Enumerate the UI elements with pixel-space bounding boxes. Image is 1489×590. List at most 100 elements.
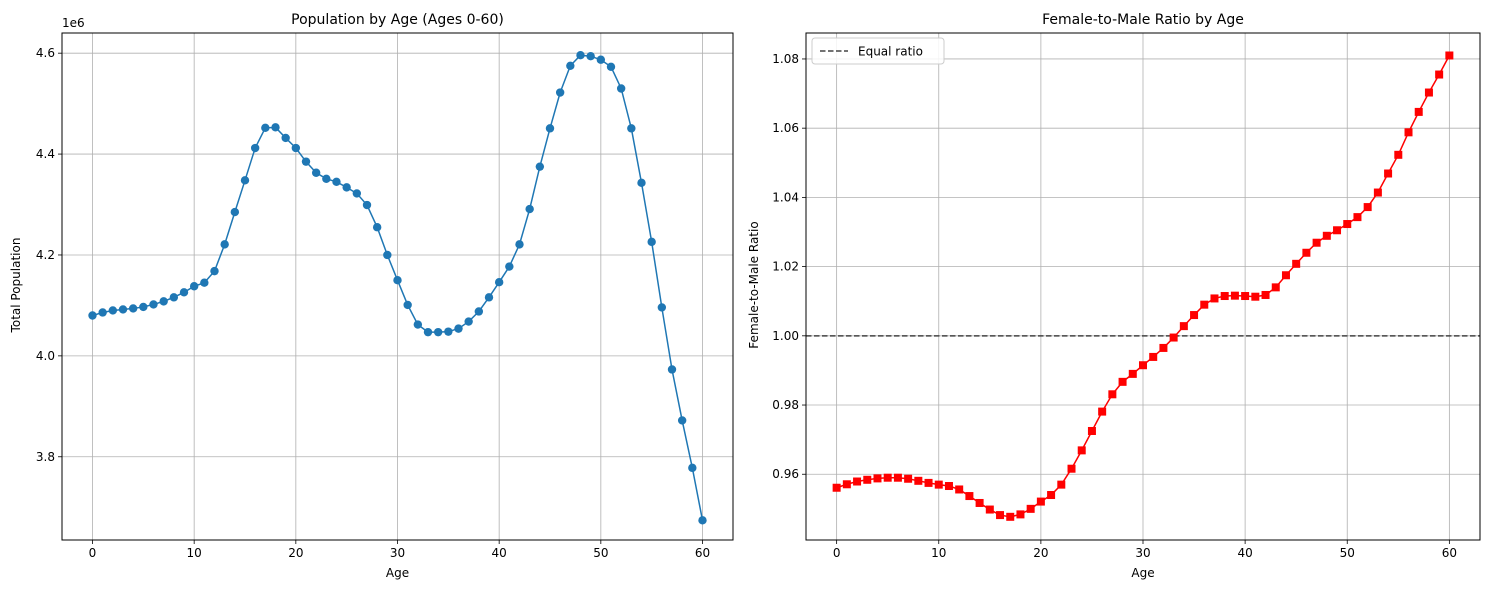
data-point [1333, 226, 1342, 235]
data-point [200, 278, 209, 287]
data-point [1322, 231, 1331, 240]
data-point [311, 168, 321, 177]
data-point [1251, 292, 1260, 301]
y-tick-label: 1.02 [772, 260, 799, 274]
data-point [657, 303, 667, 312]
data-point [576, 50, 585, 60]
data-point [271, 123, 280, 132]
legend: Equal ratio [811, 37, 945, 65]
data-point [1200, 300, 1209, 309]
data-point [352, 189, 362, 198]
data-point [128, 304, 138, 313]
data-point [1353, 213, 1362, 222]
data-point [1424, 88, 1433, 97]
data-point [1047, 491, 1056, 500]
data-point [832, 483, 841, 492]
data-point [118, 305, 128, 314]
y-tick-label: 1.08 [772, 52, 799, 66]
plot-frame [805, 32, 1481, 541]
data-point [362, 200, 372, 210]
y-tick-label: 0.98 [772, 398, 799, 412]
y-axis-label: Total Population [9, 238, 23, 334]
data-point [88, 311, 97, 320]
data-point [189, 282, 199, 291]
population-chart: Population by Age (Ages 0-60) 1e6 Age To… [9, 12, 734, 580]
data-point [545, 124, 555, 133]
data-point [1118, 377, 1127, 386]
data-point [433, 327, 443, 337]
data-point [1394, 150, 1403, 159]
data-point [1169, 333, 1178, 342]
data-point [505, 262, 514, 271]
data-point [403, 300, 412, 310]
y-tick-label: 0.96 [772, 467, 799, 481]
data-point [1139, 361, 1147, 370]
x-tick-label: 50 [1340, 546, 1355, 560]
y-offset-label: 1e6 [62, 16, 85, 30]
x-tick-label: 20 [1033, 546, 1048, 560]
data-point [616, 84, 626, 93]
tick-labels: 0 10 20 30 40 50 60 3.8 4.0 4.2 4.4 4.6 [36, 46, 710, 560]
data-point [149, 300, 158, 309]
data-point [555, 88, 565, 97]
chart-title: Female-to-Male Ratio by Age [1042, 12, 1244, 28]
data-point [1384, 169, 1393, 178]
y-tick-label: 4.6 [36, 46, 55, 60]
data-point [965, 492, 974, 501]
data-point [322, 174, 331, 183]
gridlines [62, 33, 733, 540]
data-point [1343, 220, 1352, 229]
chart-title: Population by Age (Ages 0-60) [291, 12, 504, 28]
data-point [1210, 294, 1219, 303]
data-point [169, 293, 179, 302]
series [832, 51, 1454, 521]
data-point [230, 207, 240, 217]
data-point [596, 55, 606, 64]
data-point [1414, 107, 1423, 116]
data-point [159, 297, 168, 306]
data-point [934, 480, 943, 489]
data-point [883, 473, 892, 482]
data-point [1077, 446, 1086, 455]
data-point [301, 157, 311, 166]
data-point [291, 143, 301, 153]
data-point [1312, 238, 1321, 247]
data-point [484, 293, 494, 302]
data-point [393, 275, 402, 285]
x-axis-label: Age [1131, 566, 1154, 580]
gridlines [806, 33, 1480, 540]
x-tick-label: 10 [187, 546, 202, 560]
y-tick-label: 3.8 [36, 450, 55, 464]
data-point [1292, 259, 1301, 268]
data-point [179, 288, 189, 297]
data-point [1128, 369, 1137, 378]
data-point [842, 480, 851, 489]
x-tick-label: 0 [89, 546, 97, 560]
data-point [494, 278, 504, 287]
data-point [566, 61, 575, 70]
data-point [893, 473, 902, 482]
data-point [332, 177, 341, 187]
data-point [108, 306, 118, 315]
data-point [261, 123, 270, 133]
data-point [924, 478, 933, 487]
y-tick-label: 1.04 [772, 190, 799, 204]
data-point [372, 223, 382, 232]
data-point [383, 250, 392, 260]
data-point [698, 516, 707, 525]
y-tick-label: 1.00 [772, 329, 799, 343]
data-point [586, 52, 595, 61]
data-point [975, 498, 984, 507]
data-point [688, 463, 697, 473]
x-tick-label: 20 [288, 546, 303, 560]
y-tick-label: 4.4 [36, 147, 55, 161]
data-point [1190, 311, 1199, 320]
data-point [423, 327, 433, 337]
data-point [647, 237, 656, 247]
data-point [996, 511, 1005, 520]
data-point [637, 178, 646, 188]
data-point [667, 365, 677, 374]
data-point [873, 474, 882, 483]
data-point [515, 240, 524, 249]
data-point [1108, 390, 1117, 399]
